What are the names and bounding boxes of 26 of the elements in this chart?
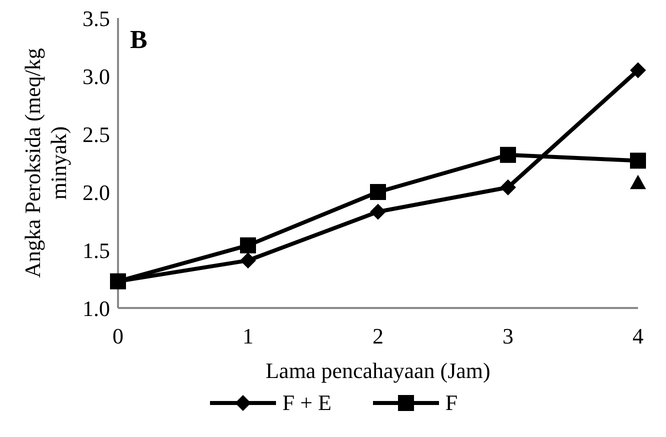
y-axis-title: Angka Peroksida (meq/kg minyak) [20,48,71,278]
point [630,62,646,78]
x-tick-label: 4 [632,324,644,349]
point [500,146,516,163]
x-axis-title: Lama pencahayaan (Jam) [266,358,490,383]
legend-label: F [445,390,458,416]
point [500,179,516,196]
y-tick-label: 2.0 [82,180,110,205]
annotation: B [130,25,148,54]
x-tick-label: 1 [242,324,254,349]
point [370,204,386,220]
y-tick-label: 3.5 [82,6,110,31]
point [240,237,256,254]
x-tick-label: 0 [112,324,124,349]
point [630,152,646,169]
y-tick-label: 3.0 [82,64,110,89]
legend-label: F + E [282,390,332,416]
x-tick-label: 3 [502,324,514,349]
point [630,174,646,190]
y-tick-label: 2.5 [82,122,110,147]
point [240,252,256,268]
point [370,184,386,200]
y-tick-label: 1.5 [82,238,110,263]
y-tick-label: 1.0 [82,296,110,321]
point [110,273,126,290]
x-tick-label: 2 [372,324,384,349]
